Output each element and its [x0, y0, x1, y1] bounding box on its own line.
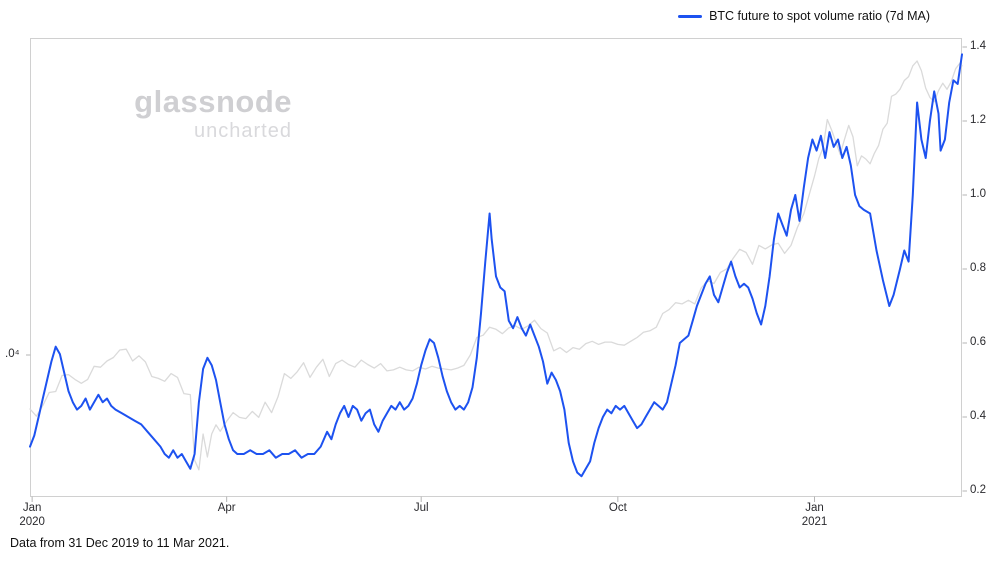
right-axis-tick-label: 1.0	[970, 188, 986, 200]
price-line-series	[29, 60, 963, 471]
axis-tick-marks	[26, 46, 967, 502]
x-axis-tick-label: Jan	[805, 502, 824, 514]
legend-label: BTC future to spot volume ratio (7d MA)	[709, 9, 930, 23]
x-axis-tick-year-label: 2020	[19, 516, 45, 528]
x-axis-tick-label: Apr	[217, 502, 236, 514]
right-axis-tick-label: 0.4	[970, 410, 986, 422]
x-axis-tick-label: Jan	[22, 502, 42, 514]
right-axis-tick-label: 1.2	[970, 114, 986, 126]
legend-line-swatch	[678, 14, 703, 18]
right-axis-tick-label: 0.2	[970, 484, 986, 496]
left-axis-tick-label: .0⁴	[5, 348, 20, 360]
date-range-caption: Data from 31 Dec 2019 to 11 Mar 2021.	[10, 536, 230, 550]
right-axis-tick-label: 0.6	[970, 336, 986, 348]
x-axis-tick-label: Jul	[413, 502, 429, 514]
legend[interactable]: BTC future to spot volume ratio (7d MA)	[678, 9, 930, 23]
ratio-line-series	[29, 53, 963, 478]
plot-frame	[30, 38, 962, 497]
right-axis-tick-label: 0.8	[970, 262, 986, 274]
x-axis-tick-label: Oct	[608, 502, 627, 514]
right-axis-tick-label: 1.4	[970, 40, 986, 52]
x-axis-tick-year-label: 2021	[801, 516, 828, 528]
